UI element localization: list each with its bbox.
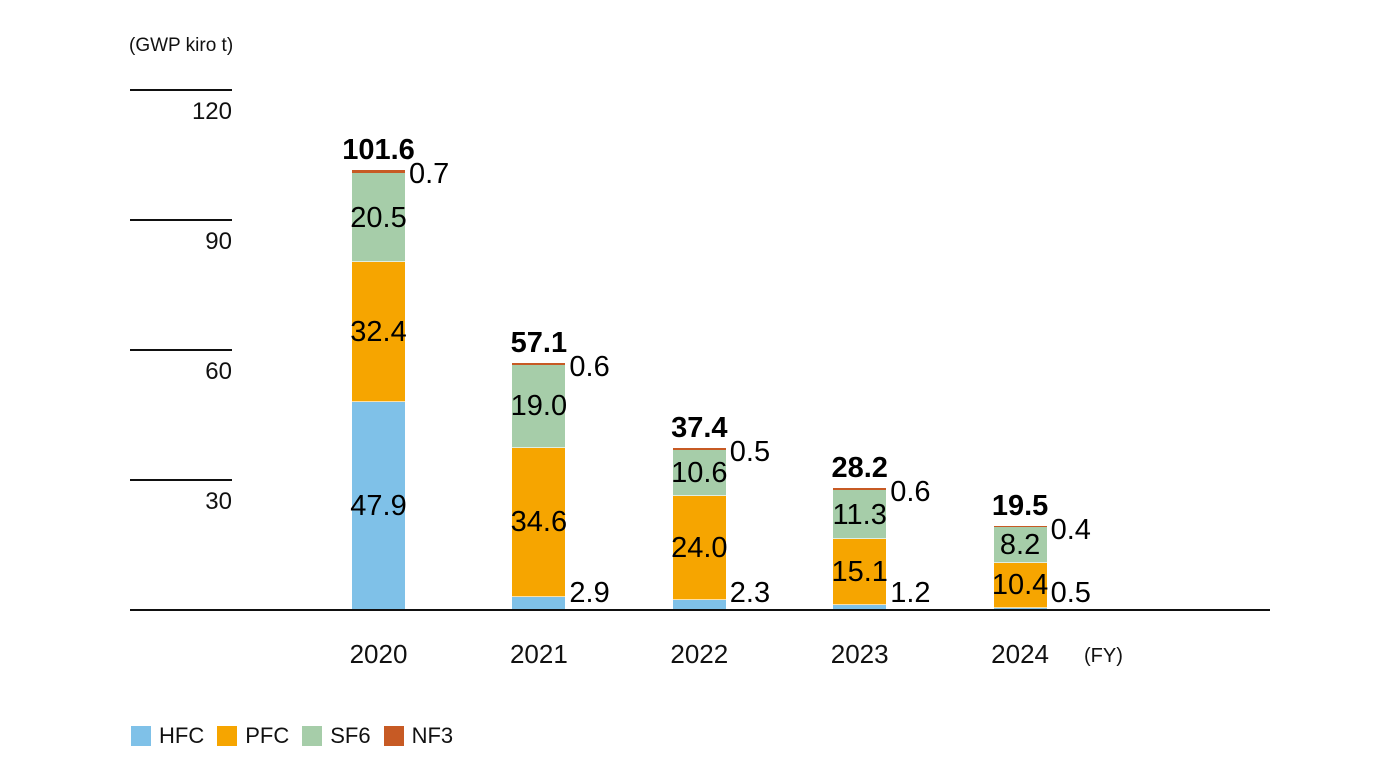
y-axis-unit-label: (GWP kiro t) (129, 35, 234, 56)
x-tick-label-2021: 2021 (509, 639, 568, 669)
legend: HFC PFC SF6 NF3 (131, 724, 453, 748)
bar-segment-pfc-2020 (352, 261, 405, 403)
legend-label-sf6: SF6 (330, 723, 371, 748)
value-label-hfc-2024: 0.5 (1050, 577, 1091, 609)
legend-label-hfc: HFC (159, 723, 205, 748)
bar-segment-sf6-2020 (352, 172, 405, 263)
bar-segment-hfc-2022 (672, 600, 726, 610)
bar-segment-sf6-2023 (833, 489, 887, 540)
bar-segment-nf3-2024 (993, 525, 1047, 528)
x-tick-label-2024: 2024 (991, 639, 1050, 669)
legend-item-nf3: NF3 (383, 723, 454, 748)
sf6-swatch (302, 726, 323, 746)
bar-segment-pfc-2023 (833, 538, 887, 605)
total-label-2023: 28.2 (831, 451, 888, 484)
bar-segment-hfc-2023 (833, 604, 887, 610)
legend-label-pfc: PFC (245, 723, 290, 748)
y-tick-label: 30 (205, 488, 232, 515)
hfc-swatch (131, 726, 151, 746)
pfc-swatch (217, 726, 238, 746)
x-axis-fy-label: (FY) (1084, 645, 1123, 667)
legend-item-pfc: PFC (217, 724, 289, 748)
y-tick-label: 120 (191, 98, 232, 125)
y-tick-label: 60 (205, 358, 232, 385)
bar-segment-pfc-2021 (512, 446, 566, 598)
bar-segment-sf6-2024 (993, 526, 1047, 563)
total-label-2020: 101.6 (342, 134, 415, 167)
nf3-swatch (383, 726, 404, 746)
total-label-2021: 57.1 (510, 326, 568, 359)
y-tick-line (130, 479, 232, 481)
y-tick-line (130, 349, 232, 351)
y-tick-label: 90 (205, 228, 232, 255)
total-label-2024: 19.5 (991, 489, 1049, 522)
x-tick-label-2020: 2020 (349, 639, 408, 669)
y-tick-line (130, 89, 232, 91)
x-tick-label-2023: 2023 (830, 639, 889, 669)
bar-segment-hfc-2021 (512, 597, 566, 610)
x-axis-line (130, 609, 1270, 611)
bar-segment-pfc-2022 (672, 495, 726, 601)
bar-segment-pfc-2024 (993, 561, 1047, 608)
legend-item-sf6: SF6 (302, 723, 371, 748)
bar-segment-nf3-2022 (672, 447, 726, 451)
y-tick-line (130, 219, 232, 221)
bar-segment-nf3-2023 (833, 487, 887, 491)
x-tick-label-2022: 2022 (670, 639, 729, 669)
bar-segment-nf3-2020 (352, 170, 405, 174)
bar-segment-hfc-2020 (352, 402, 405, 610)
bar-segment-hfc-2024 (993, 607, 1047, 610)
bar-segment-nf3-2021 (512, 362, 566, 366)
bar-segment-sf6-2022 (672, 449, 726, 497)
value-label-hfc-2023: 1.2 (890, 577, 931, 609)
legend-item-hfc: HFC (131, 724, 204, 748)
value-label-hfc-2022: 2.3 (729, 577, 771, 609)
total-label-2022: 37.4 (671, 411, 728, 444)
value-label-hfc-2021: 2.9 (569, 577, 610, 609)
bar-segment-sf6-2021 (512, 364, 566, 448)
legend-label-nf3: NF3 (411, 723, 454, 748)
